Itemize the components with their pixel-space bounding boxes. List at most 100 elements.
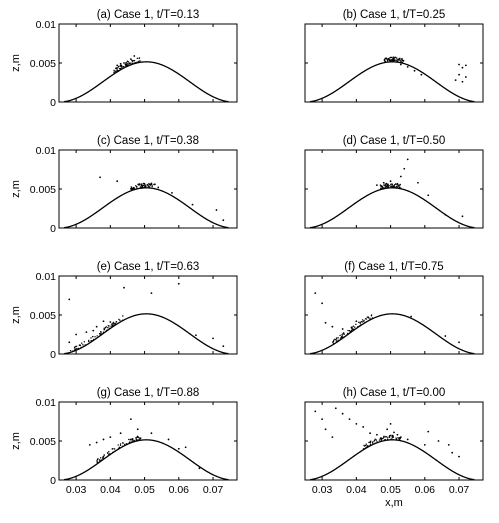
x-tick-label: 0.03	[66, 484, 87, 496]
particle-point	[447, 444, 450, 446]
sediment-texture	[396, 59, 398, 61]
particle-point	[191, 203, 194, 206]
plot-frame	[304, 275, 484, 355]
sediment-texture	[373, 440, 376, 442]
sediment-texture	[76, 347, 78, 350]
particle-point	[215, 209, 218, 211]
y-tick-label: 0.005	[30, 58, 56, 70]
sediment-texture	[108, 325, 110, 327]
sediment-texture	[112, 322, 114, 325]
panel-d: (d) Case 1, t/T=0.50	[304, 135, 484, 229]
sediment-texture	[96, 460, 98, 462]
sediment-texture	[144, 184, 146, 186]
panel-f: (f) Case 1, t/T=0.75	[304, 261, 484, 355]
sediment-texture	[139, 186, 142, 188]
sediment-texture	[130, 438, 132, 440]
sediment-texture	[392, 186, 394, 188]
particle-point	[150, 292, 153, 295]
sediment-texture	[339, 334, 341, 337]
particle-point	[119, 62, 122, 65]
sediment-texture	[383, 184, 385, 186]
particle-point	[399, 63, 402, 66]
y-tick-label: 0.005	[30, 436, 56, 448]
particle-point	[458, 73, 460, 76]
particle-point	[386, 428, 389, 431]
sediment-texture	[341, 335, 343, 338]
sediment-texture	[141, 187, 143, 189]
particle-point	[331, 436, 334, 438]
y-tick-label: 0.01	[36, 145, 57, 157]
sediment-texture	[80, 346, 82, 348]
sediment-texture	[378, 439, 381, 441]
sediment-texture	[365, 443, 368, 445]
particle-point	[95, 441, 98, 444]
particle-point	[389, 422, 392, 425]
sediment-texture	[113, 72, 116, 74]
particle-point	[150, 182, 153, 185]
sediment-texture	[90, 337, 92, 339]
sediment-texture	[364, 318, 367, 320]
sediment-texture	[106, 452, 109, 454]
sediment-texture	[139, 60, 141, 62]
sediment-texture	[116, 67, 118, 69]
sediment-texture	[348, 330, 351, 332]
bed-profile-line	[64, 61, 229, 103]
particle-point	[406, 438, 409, 441]
sediment-texture	[390, 56, 393, 59]
sediment-texture	[137, 436, 139, 438]
sediment-texture	[393, 184, 396, 186]
sediment-texture	[371, 442, 374, 444]
sediment-texture	[392, 439, 394, 441]
particle-point	[171, 192, 173, 194]
particle-point	[410, 315, 413, 318]
sediment-texture	[96, 335, 98, 337]
sediment-texture	[113, 448, 116, 450]
sediment-texture	[386, 186, 388, 189]
sediment-texture	[395, 437, 397, 439]
sediment-texture	[345, 334, 348, 336]
sediment-texture	[398, 438, 400, 440]
sediment-texture	[128, 64, 130, 67]
sediment-texture	[104, 327, 106, 329]
sediment-texture	[131, 59, 133, 62]
sediment-texture	[125, 443, 128, 445]
sediment-texture	[389, 439, 391, 441]
sediment-texture	[391, 58, 393, 61]
sediment-texture	[110, 323, 113, 325]
x-tick-label: 0.04	[100, 484, 121, 496]
sediment-texture	[366, 445, 369, 447]
panel-title: (a) Case 1, t/T=0.13	[97, 9, 200, 21]
sediment-texture	[399, 60, 401, 62]
sediment-texture	[128, 63, 130, 65]
sediment-texture	[126, 63, 128, 66]
sediment-texture	[386, 60, 389, 62]
sediment-texture	[117, 448, 119, 450]
sediment-texture	[384, 186, 386, 189]
sediment-texture	[126, 65, 128, 67]
sediment-texture	[131, 438, 134, 441]
sediment-texture	[91, 340, 93, 342]
sediment-texture	[138, 183, 140, 185]
sediment-texture	[391, 60, 393, 63]
particle-point	[102, 438, 105, 441]
particle-point	[129, 58, 132, 60]
bed-profile-line	[310, 313, 475, 355]
particle-point	[382, 436, 385, 438]
sediment-texture	[74, 346, 76, 348]
sediment-texture	[100, 333, 103, 336]
sediment-texture	[372, 443, 374, 445]
particle-point	[341, 328, 344, 330]
sediment-texture	[389, 56, 391, 59]
sediment-texture	[90, 340, 92, 342]
sediment-texture	[349, 331, 351, 334]
sediment-texture	[108, 327, 111, 330]
sediment-texture	[81, 342, 83, 344]
panel-c: (c) Case 1, t/T=0.38 0 0.005 0.01 z,m	[10, 135, 238, 235]
particle-point	[437, 440, 440, 442]
particle-point	[406, 66, 409, 68]
sediment-texture	[138, 57, 140, 60]
sediment-texture	[113, 323, 116, 325]
sediment-texture	[144, 185, 147, 187]
particle-point	[116, 180, 119, 183]
sediment-texture	[401, 57, 403, 60]
